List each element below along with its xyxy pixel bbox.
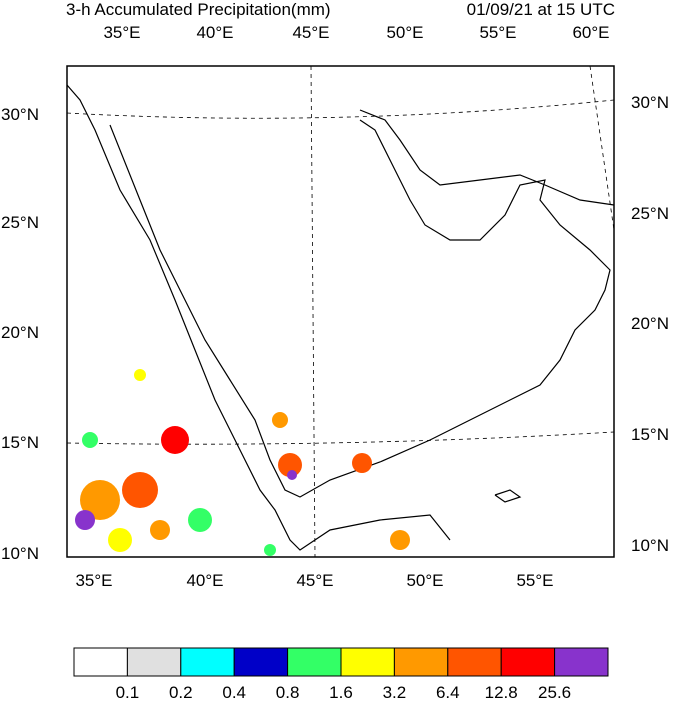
lon-label: 45°E: [296, 571, 333, 590]
colorbar-box: [340, 647, 395, 677]
colorbar-label: 6.4: [436, 683, 460, 700]
lon-label: 40°E: [186, 571, 223, 590]
lat-label: 25°N: [631, 204, 669, 223]
colorbar-box: [126, 647, 182, 677]
lon-label: 40°E: [196, 23, 233, 42]
title: 3-h Accumulated Precipitation(mm): [66, 0, 331, 19]
lat-label: 15°N: [1, 433, 39, 452]
colorbar-box: [233, 647, 289, 677]
lat-label: 10°N: [1, 544, 39, 563]
precipitation-field: [75, 369, 410, 556]
colorbar-label: 0.1: [116, 683, 140, 700]
lon-label: 50°E: [406, 571, 443, 590]
colorbar-box: [447, 647, 502, 677]
colorbar-label: 25.6: [538, 683, 571, 700]
graticule: [66, 65, 615, 558]
colorbar-box: [393, 647, 449, 677]
colorbar-label: 0.4: [222, 683, 246, 700]
lat-label: 15°N: [631, 425, 669, 444]
colorbar-label: 1.6: [329, 683, 353, 700]
colorbar-label: 3.2: [383, 683, 407, 700]
lon-label: 50°E: [386, 23, 423, 42]
lat-label: 20°N: [631, 314, 669, 333]
lon-label: 55°E: [479, 23, 516, 42]
colorbar-label: 0.8: [276, 683, 300, 700]
lat-label: 10°N: [631, 536, 669, 555]
lat-label: 20°N: [1, 323, 39, 342]
lon-label: 55°E: [516, 571, 553, 590]
coastlines: [66, 84, 615, 551]
lon-label: 35°E: [103, 23, 140, 42]
colorbar-label: 12.8: [485, 683, 518, 700]
lon-label: 60°E: [572, 23, 609, 42]
lat-label: 30°N: [631, 93, 669, 112]
colorbar-box: [554, 647, 609, 677]
colorbar-box: [73, 647, 128, 677]
valid-time: 01/09/21 at 15 UTC: [467, 0, 615, 19]
map-frame: [66, 65, 615, 558]
colorbar-box: [180, 647, 235, 677]
colorbar-label: 0.2: [169, 683, 193, 700]
colorbar-box: [287, 647, 342, 677]
lat-label: 25°N: [1, 213, 39, 232]
lat-label: 30°N: [1, 105, 39, 124]
lon-label: 45°E: [292, 23, 329, 42]
colorbar-box: [500, 647, 556, 677]
lon-label: 35°E: [75, 571, 112, 590]
